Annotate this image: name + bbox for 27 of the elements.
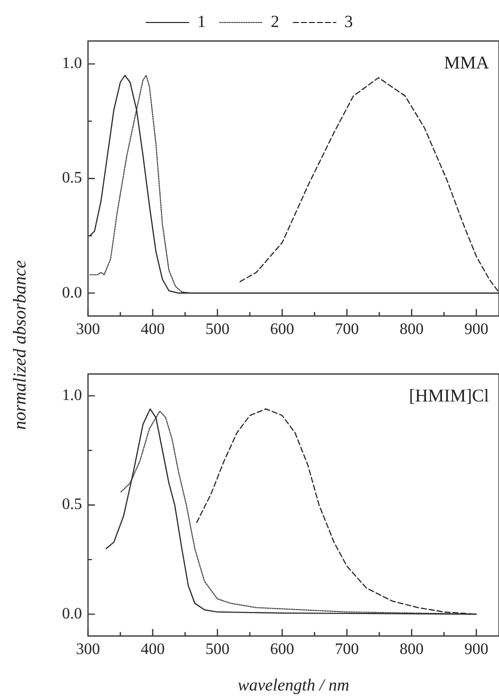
x-tick-label: 900 bbox=[464, 640, 488, 658]
y-tick-label: 1.0 bbox=[62, 55, 82, 72]
x-tick-label: 500 bbox=[205, 640, 230, 658]
annotation: [HMIM]Cl bbox=[409, 386, 489, 406]
y-tick-label: 0.0 bbox=[62, 284, 82, 302]
x-axis-title: wavelength / nm bbox=[238, 675, 350, 694]
annotation: MMA bbox=[444, 52, 489, 73]
x-tick-label: 300 bbox=[76, 320, 100, 338]
y-axis-title: normalized absorbance bbox=[10, 260, 30, 430]
y-tick-label: 0.5 bbox=[62, 170, 82, 187]
x-tick-label: 600 bbox=[270, 320, 294, 338]
x-tick-label: 300 bbox=[76, 640, 100, 658]
y-tick-label: 0.5 bbox=[62, 496, 82, 514]
legend-label: 3 bbox=[344, 12, 353, 31]
x-tick-label: 400 bbox=[140, 640, 165, 658]
x-tick-label: 500 bbox=[205, 320, 230, 338]
x-tick-label: 400 bbox=[140, 320, 165, 338]
y-tick-label: 0.0 bbox=[62, 605, 82, 622]
x-tick-label: 800 bbox=[400, 320, 424, 338]
x-tick-label: 700 bbox=[334, 640, 359, 658]
x-tick-label: 600 bbox=[270, 640, 294, 658]
x-tick-label: 900 bbox=[464, 320, 488, 338]
legend-label: 1 bbox=[197, 12, 206, 31]
y-tick-label: 1.0 bbox=[62, 387, 82, 404]
x-tick-label: 700 bbox=[334, 320, 359, 338]
legend-label: 2 bbox=[270, 12, 280, 31]
x-tick-label: 800 bbox=[400, 640, 424, 658]
